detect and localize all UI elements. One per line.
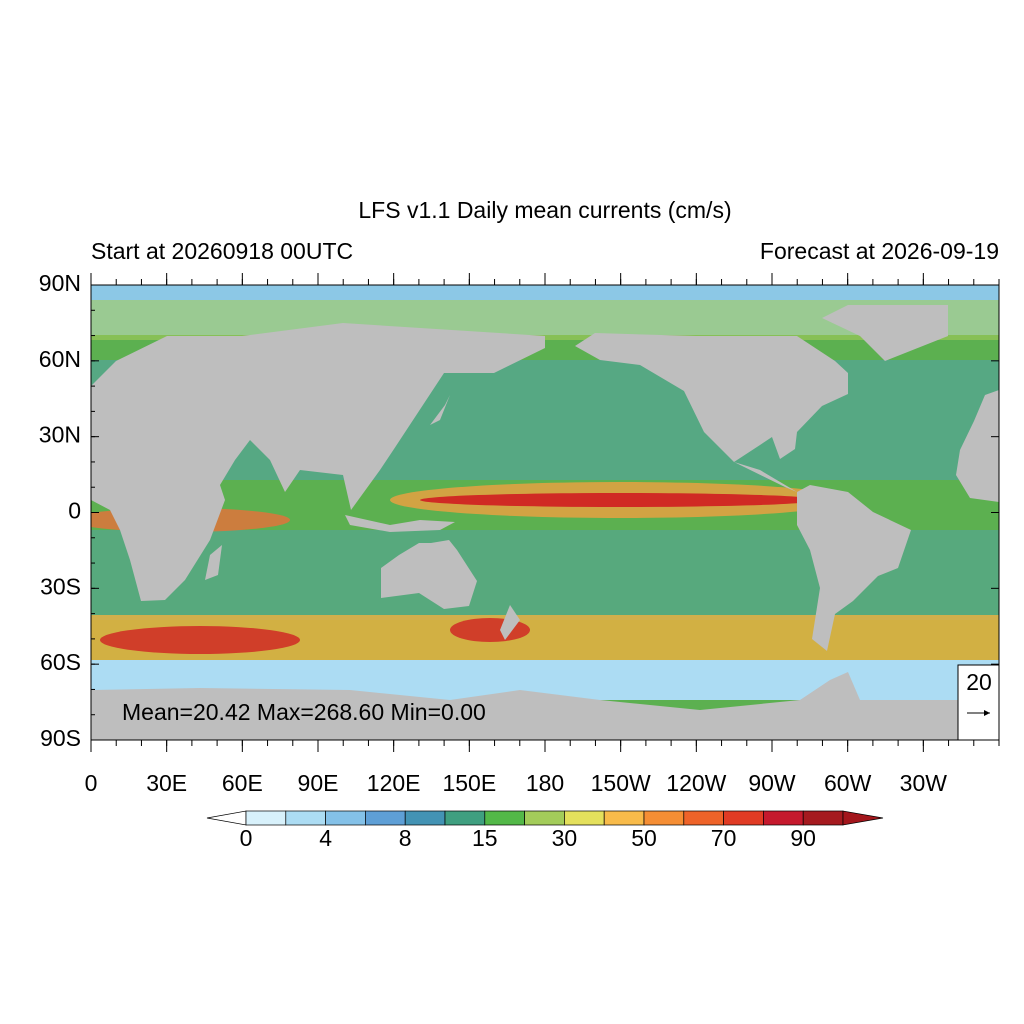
- colorbar-box: [444, 810, 486, 826]
- map-title: LFS v1.1 Daily mean currents (cm/s): [358, 197, 731, 223]
- colorbar-box: [802, 810, 844, 826]
- colorbar-box: [524, 810, 565, 826]
- colorbar-box: [763, 810, 804, 826]
- lon-label: 150W: [591, 770, 651, 796]
- lon-label: 90W: [748, 770, 796, 796]
- colorbar-box: [365, 810, 406, 826]
- reference-arrowhead: [984, 710, 990, 716]
- lon-label: 30E: [146, 770, 187, 796]
- lon-label: 120E: [367, 770, 421, 796]
- subtitle-left: Start at 20260918 00UTC: [91, 238, 353, 264]
- colorbar-label: 4: [319, 825, 332, 851]
- lon-label: 0: [85, 770, 98, 796]
- lon-label: 30W: [900, 770, 948, 796]
- colorbar-box: [564, 810, 605, 826]
- lat-label: 0: [68, 498, 81, 524]
- south-america: [797, 485, 911, 651]
- colorbar-label: 50: [631, 825, 657, 851]
- colorbar-over-triangle: [842, 810, 884, 826]
- colorbar-box: [723, 810, 764, 826]
- greenland: [822, 305, 948, 361]
- colorbar-box: [643, 810, 685, 826]
- north-america: [575, 333, 848, 492]
- japan: [430, 395, 450, 425]
- colorbar-box: [325, 810, 366, 826]
- reference-vector-label: 20: [966, 669, 992, 695]
- colorbar-label: 70: [711, 825, 737, 851]
- lon-label: 120W: [666, 770, 726, 796]
- lon-label: 60E: [222, 770, 263, 796]
- colorbar-box: [484, 810, 525, 826]
- lat-label: 30S: [40, 573, 81, 599]
- lat-label: 60S: [40, 649, 81, 675]
- colorbar: 0 4 8 15 30 50 70 90: [206, 810, 884, 851]
- colorbar-label: 0: [240, 825, 253, 851]
- lat-label: 90S: [40, 725, 81, 751]
- lat-label: 90N: [39, 270, 81, 296]
- reference-vector-box: [957, 664, 1000, 741]
- subtitle-right: Forecast at 2026-09-19: [760, 238, 999, 264]
- map-field: [91, 285, 999, 740]
- colorbar-label: 90: [790, 825, 816, 851]
- colorbar-label: 15: [472, 825, 498, 851]
- lat-label: 60N: [39, 346, 81, 372]
- lat-label: 30N: [39, 422, 81, 448]
- lon-label: 150E: [442, 770, 496, 796]
- antarctica: [91, 672, 999, 740]
- lon-label: 60W: [824, 770, 872, 796]
- colorbar-box: [404, 810, 446, 826]
- colorbar-box: [603, 810, 645, 826]
- madagascar: [205, 545, 222, 580]
- lon-label: 180: [526, 770, 564, 796]
- west-africa-europe: [956, 390, 999, 502]
- colorbar-box: [285, 810, 326, 826]
- indonesia: [345, 515, 455, 532]
- colorbar-label: 8: [399, 825, 412, 851]
- colorbar-label: 30: [552, 825, 578, 851]
- stats: Mean=20.42 Max=268.60 Min=0.00: [122, 699, 486, 725]
- colorbar-box: [245, 810, 287, 826]
- australia: [381, 540, 477, 609]
- colorbar-box: [683, 810, 724, 826]
- colorbar-under-triangle: [206, 810, 247, 826]
- new-zealand: [500, 605, 520, 640]
- lon-label: 90E: [298, 770, 339, 796]
- eurasia-africa: [91, 323, 545, 601]
